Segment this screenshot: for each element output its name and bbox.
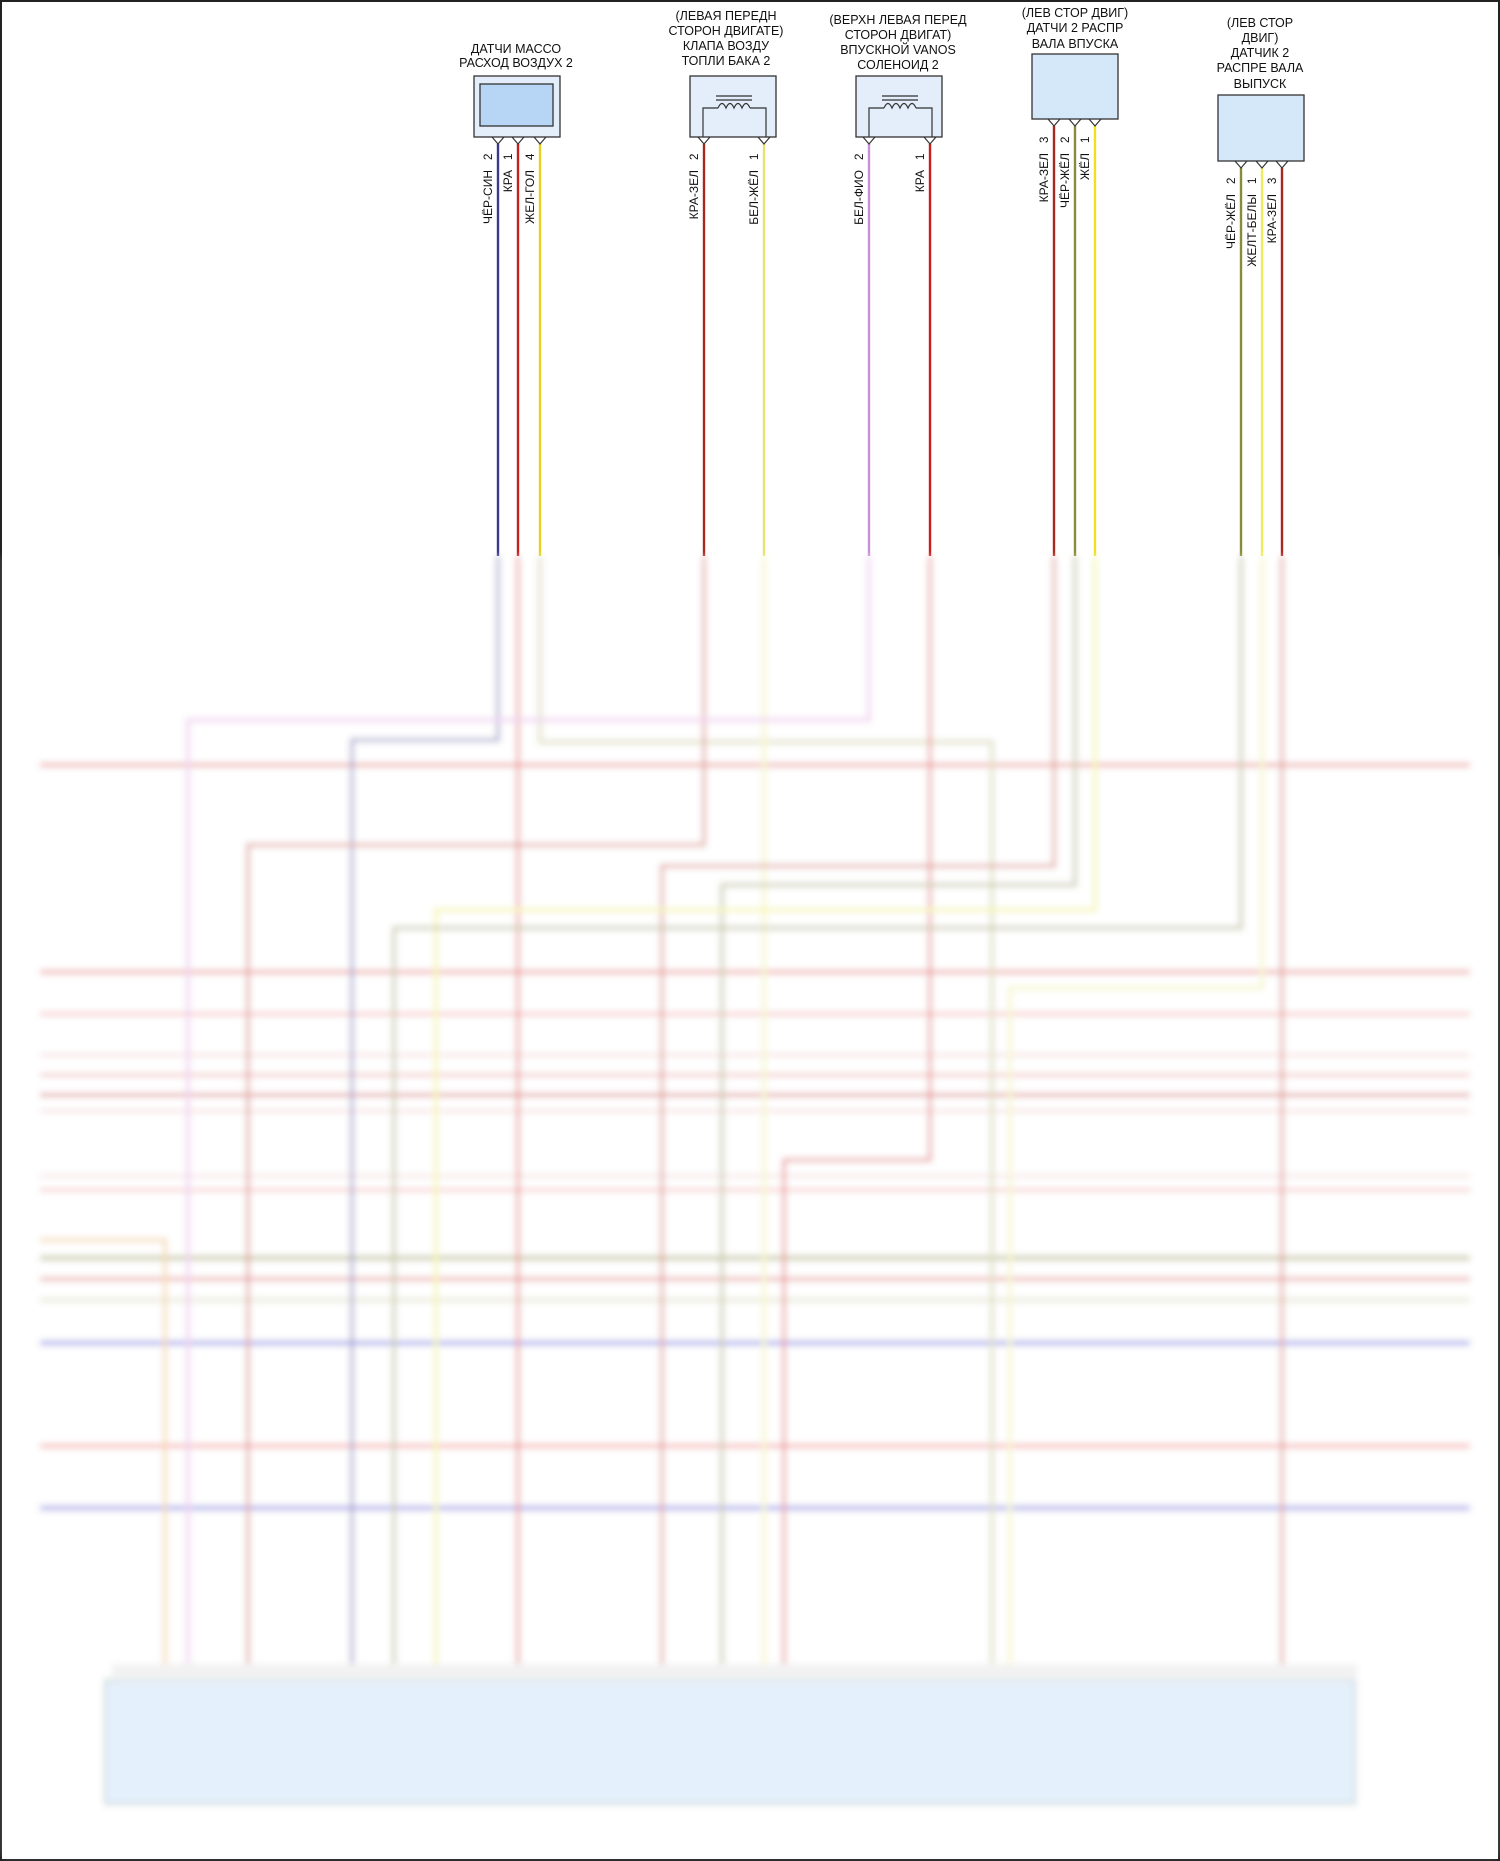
pin-number: 1 — [503, 154, 515, 160]
wire-color-label: БЕЛ-ФИО — [852, 170, 866, 225]
wire-color-label: КРА-ЗЕЛ — [1265, 194, 1279, 243]
cam-exhaust-label-line-3: ДАТЧИК 2 — [1231, 46, 1290, 60]
pin-terminal-icon — [923, 136, 937, 145]
wire-color-label: КРА-ЗЕЛ — [687, 170, 701, 219]
pin-terminal-icon — [511, 136, 525, 145]
tank-valve-label-line-3: КЛАПА ВОЗДУ — [683, 39, 769, 53]
vanos-label-line-3: ВПУСКНОЙ VANOS — [840, 42, 956, 57]
cam-intake-body — [1031, 53, 1119, 120]
pin-terminal-icon — [1234, 160, 1248, 169]
wire-color-label: ЧЁР-ЖЁЛ — [1058, 153, 1072, 208]
wire-color-label: ЖЕЛТ-БЕЛЫ — [1245, 194, 1259, 267]
pin-number: 3 — [1267, 178, 1279, 184]
pin-terminal-icon — [1088, 118, 1102, 127]
vanos-label-line-2: СТОРОН ДВИГАТ) — [845, 28, 952, 42]
pin-terminal-icon — [1047, 118, 1061, 127]
cam-exhaust-label-line-5: ВЫПУСК — [1234, 77, 1287, 91]
maf-sensor-element — [479, 83, 554, 127]
maf-sensor[interactable]: ДАТЧИ МАССО РАСХОД ВОЗДУХ 2 — [459, 42, 573, 138]
sensor-wire-group: 2 ЧЁР-СИН 1 КРА 4 ЖЕЛ-ГОЛ 2 КРА-ЗЕЛ 1 БЕЛ-ЖЁЛ 2 БЕЛ… — [481, 118, 1289, 556]
pin-terminal-icon — [491, 136, 505, 145]
obscured-harness-area — [4, 556, 1496, 1856]
cam-intake-label-line-1: (ЛЕВ СТОР ДВИГ) — [1022, 6, 1128, 20]
pin-number: 4 — [525, 153, 537, 160]
pin-terminal-icon — [533, 136, 547, 145]
pin-number: 1 — [1080, 137, 1092, 143]
pin-number: 1 — [749, 154, 761, 160]
pin-number: 2 — [1226, 178, 1238, 184]
cam-intake-label-line-3: ВАЛА ВПУСКА — [1032, 37, 1119, 51]
wire-color-label: ЧЁР-ЖЁЛ — [1224, 194, 1238, 249]
cam-exhaust-label-line-4: РАСПРЕ ВАЛА — [1217, 61, 1304, 75]
pin-terminal-icon — [1275, 160, 1289, 169]
wire-color-label: КРА — [913, 170, 927, 192]
tank-valve-label-line-2: СТОРОН ДВИГАТЕ) — [669, 24, 784, 38]
wire-color-label: БЕЛ-ЖЁЛ — [747, 170, 761, 225]
cam-exhaust-label-line-2: ДВИГ) — [1242, 31, 1279, 45]
wire-color-label: ЧЁР-СИН — [481, 170, 495, 224]
tank-valve-label-line-4: ТОПЛИ БАКА 2 — [682, 54, 771, 68]
wire-color-label: КРА-ЗЕЛ — [1037, 153, 1051, 202]
wire-color-label: ЖЁЛ — [1078, 153, 1092, 180]
wire-color-label: КРА — [501, 170, 515, 192]
maf-label-line-2: РАСХОД ВОЗДУХ 2 — [459, 56, 573, 70]
pin-number: 3 — [1039, 137, 1051, 143]
pin-terminal-icon — [862, 136, 876, 145]
pin-number: 2 — [483, 154, 495, 160]
pin-number: 1 — [1247, 178, 1259, 184]
solenoid-coil-icon — [702, 95, 767, 137]
pin-number: 2 — [689, 154, 701, 160]
intake-cam-sensor[interactable]: (ЛЕВ СТОР ДВИГ) ДАТЧИ 2 РАСПР ВАЛА ВПУСК… — [1022, 6, 1128, 120]
pin-number: 2 — [854, 154, 866, 160]
solenoid-coil-icon — [868, 95, 933, 137]
cam-exhaust-body — [1217, 94, 1305, 162]
vanos-label-line-4: СОЛЕНОИД 2 — [857, 58, 939, 72]
wire-color-label: ЖЕЛ-ГОЛ — [523, 170, 537, 224]
tank-vent-valve[interactable]: (ЛЕВАЯ ПЕРЕДН СТОРОН ДВИГАТЕ) КЛАПА ВОЗД… — [669, 9, 784, 138]
pin-terminal-icon — [757, 136, 771, 145]
maf-label-line-1: ДАТЧИ МАССО — [471, 42, 562, 56]
vanos-label-line-1: (ВЕРХН ЛЕВАЯ ПЕРЕД — [829, 13, 967, 27]
cam-exhaust-label-line-1: (ЛЕВ СТОР — [1227, 16, 1293, 30]
tank-valve-label-line-1: (ЛЕВАЯ ПЕРЕДН — [676, 9, 777, 23]
pin-number: 2 — [1060, 137, 1072, 143]
exhaust-cam-sensor[interactable]: (ЛЕВ СТОР ДВИГ) ДАТЧИК 2 РАСПРЕ ВАЛА ВЫП… — [1217, 16, 1305, 162]
pin-terminal-icon — [1255, 160, 1269, 169]
pin-terminal-icon — [1068, 118, 1082, 127]
cam-intake-label-line-2: ДАТЧИ 2 РАСПР — [1027, 21, 1124, 35]
pin-number: 1 — [915, 154, 927, 160]
vanos-solenoid[interactable]: (ВЕРХН ЛЕВАЯ ПЕРЕД СТОРОН ДВИГАТ) ВПУСКН… — [829, 13, 967, 138]
pin-terminal-icon — [697, 136, 711, 145]
